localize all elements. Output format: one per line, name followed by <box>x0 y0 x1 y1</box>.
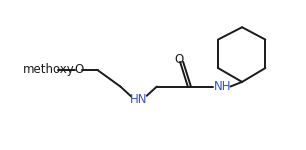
Text: methoxy: methoxy <box>22 63 74 76</box>
Text: HN: HN <box>130 93 148 106</box>
Text: O: O <box>174 53 183 66</box>
Text: O: O <box>74 63 83 76</box>
Text: NH: NH <box>214 80 231 93</box>
